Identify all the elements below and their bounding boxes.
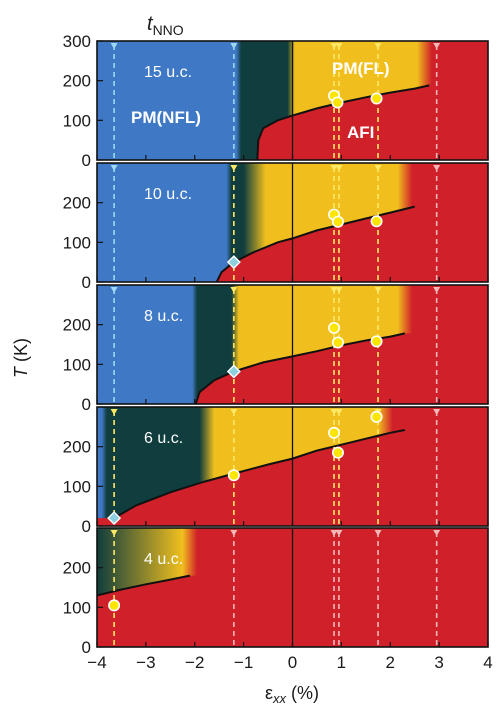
guide-line-blue-arrow xyxy=(110,287,118,293)
data-point-circle xyxy=(328,321,341,334)
guide-line-red-arrow xyxy=(433,287,441,293)
guide-line-yellow-arrow xyxy=(230,287,238,293)
data-point-diamond xyxy=(107,511,122,526)
guide-line-red-arrow xyxy=(374,530,382,536)
guide-line-yellow-arrow xyxy=(335,43,343,49)
guide-line-blue-arrow xyxy=(110,43,118,49)
guide-line-yellow-arrow xyxy=(330,409,338,415)
guide-line-red-arrow xyxy=(433,530,441,536)
guide-line-yellow-arrow xyxy=(374,287,382,293)
y-tick-label: 0 xyxy=(82,151,91,170)
panel-label: 10 u.c. xyxy=(144,186,192,203)
y-tick-label: 0 xyxy=(82,273,91,292)
guide-line-yellow-arrow xyxy=(110,530,118,536)
guide-line-red-arrow xyxy=(330,530,338,536)
x-axis-title: εxx (%) xyxy=(265,683,319,706)
guide-line-red-arrow xyxy=(230,530,238,536)
data-point-circle xyxy=(331,215,344,228)
x-tick-label: 3 xyxy=(434,653,443,672)
data-point-circle xyxy=(370,215,383,228)
panel-4: 4 u.c. 0 100 200 xyxy=(63,527,489,657)
x-tick-label: −2 xyxy=(185,653,204,672)
region-label-afi: AFI xyxy=(347,123,374,142)
data-point-circle xyxy=(370,410,383,423)
panel-label: 4 u.c. xyxy=(144,551,183,568)
guide-line-blue-arrow xyxy=(110,165,118,171)
axes-group: PM(NFL) PM(FL) AFI −4 −3 −2 −1 0 1 2 3 4 xyxy=(87,59,492,672)
guide-line-yellow-arrow xyxy=(110,409,118,415)
y-tick-label: 100 xyxy=(63,355,91,374)
data-point-diamond xyxy=(226,364,241,379)
phase-boundary-line xyxy=(256,84,430,160)
y-tick-label: 200 xyxy=(63,72,91,91)
afi-region xyxy=(216,206,488,282)
data-point-circle xyxy=(227,469,240,482)
x-tick-label: 2 xyxy=(386,653,395,672)
x-tick-label: 1 xyxy=(337,653,346,672)
y-tick-label: 300 xyxy=(63,32,91,51)
afi-region xyxy=(257,85,488,160)
guide-line-blue-arrow xyxy=(230,43,238,49)
y-tick-label: 200 xyxy=(63,194,91,213)
y-axis-title: T (K) xyxy=(11,338,31,378)
guide-line-yellow-arrow xyxy=(330,43,338,49)
panel-2: 8 u.c. 0 100 200 xyxy=(63,284,489,414)
x-tick-label: 0 xyxy=(288,653,297,672)
y-tick-label: 0 xyxy=(82,395,91,414)
guide-line-red-arrow xyxy=(433,43,441,49)
panel-3: 6 u.c. 0 100 200 xyxy=(63,406,489,536)
y-tick-label: 100 xyxy=(63,477,91,496)
region-label-pm-fl: PM(FL) xyxy=(332,59,390,78)
y-tick-label: 0 xyxy=(82,638,91,657)
y-tick-label: 200 xyxy=(63,438,91,457)
data-point-circle xyxy=(370,92,383,105)
guide-line-yellow-arrow xyxy=(330,287,338,293)
y-tick-label: 0 xyxy=(82,517,91,536)
guide-line-yellow-arrow xyxy=(335,165,343,171)
guide-line-red-arrow xyxy=(335,530,343,536)
region-label-pm-nfl: PM(NFL) xyxy=(131,108,201,127)
chart-title: tNNO xyxy=(147,13,184,38)
panel-label: 8 u.c. xyxy=(144,308,183,325)
guide-line-yellow-arrow xyxy=(374,43,382,49)
data-point-circle xyxy=(328,426,341,439)
afi-region xyxy=(195,333,488,404)
guide-line-yellow-arrow xyxy=(330,165,338,171)
y-tick-label: 100 xyxy=(63,598,91,617)
x-tick-label: −4 xyxy=(87,653,106,672)
data-point-circle xyxy=(370,335,383,348)
x-tick-label: −3 xyxy=(136,653,155,672)
data-point-circle xyxy=(331,96,344,109)
panel-label: 15 u.c. xyxy=(144,64,192,81)
guide-line-yellow-arrow xyxy=(230,409,238,415)
guide-line-yellow-arrow xyxy=(374,165,382,171)
y-tick-label: 100 xyxy=(63,233,91,252)
panel-0: 15 u.c. 0 100 200 300 xyxy=(63,32,489,170)
data-point-diamond xyxy=(226,255,241,270)
x-tick-label: 4 xyxy=(483,653,492,672)
x-tick-label: −1 xyxy=(234,653,253,672)
data-point-circle xyxy=(331,336,344,349)
y-tick-label: 100 xyxy=(63,111,91,130)
y-tick-label: 200 xyxy=(63,559,91,578)
panel-1: 10 u.c. 0 100 200 xyxy=(63,162,489,292)
y-tick-label: 200 xyxy=(63,316,91,335)
guide-line-red-arrow xyxy=(433,409,441,415)
guide-line-yellow-arrow xyxy=(335,409,343,415)
guide-line-red-arrow xyxy=(433,165,441,171)
guide-line-yellow-arrow xyxy=(230,165,238,171)
phase-boundary-line xyxy=(97,574,191,597)
panel-label: 6 u.c. xyxy=(144,430,183,447)
guide-line-yellow-arrow xyxy=(335,287,343,293)
phase-boundary-line xyxy=(113,429,406,519)
data-point-circle xyxy=(108,599,121,612)
data-point-circle xyxy=(331,446,344,459)
